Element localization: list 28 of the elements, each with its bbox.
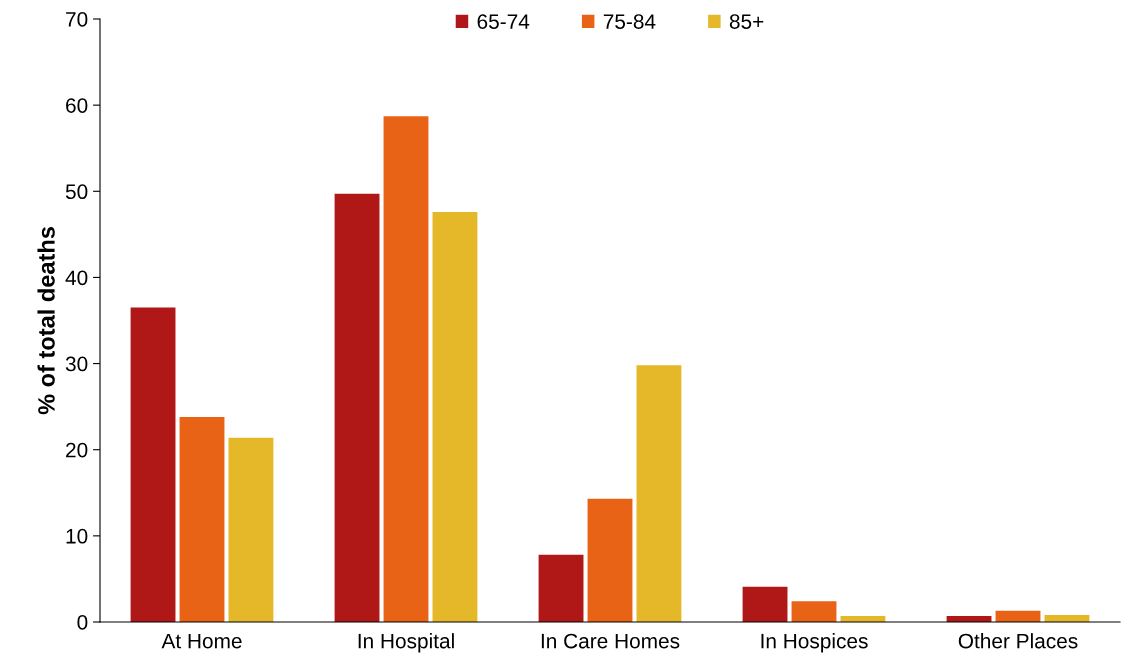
bar xyxy=(130,307,176,622)
x-tick-label: In Hospices xyxy=(761,633,868,653)
bar xyxy=(791,601,837,622)
bar xyxy=(334,193,380,622)
bar xyxy=(432,211,478,622)
y-tick-label: 0 xyxy=(77,615,88,630)
legend-label: 85+ xyxy=(729,14,764,29)
bar xyxy=(383,116,429,622)
y-tick-label: 20 xyxy=(66,442,88,458)
x-tick-label: In Care Homes xyxy=(541,633,680,649)
bar xyxy=(179,416,225,622)
y-tick-label: 60 xyxy=(66,98,88,113)
y-tick-label: 70 xyxy=(66,12,88,27)
y-axis-title: % of total deaths xyxy=(37,227,55,415)
bar xyxy=(636,365,682,622)
legend-label: 75-84 xyxy=(603,14,656,29)
x-tick-label: In Hospital xyxy=(358,633,454,653)
y-tick-label: 30 xyxy=(65,356,88,372)
bar xyxy=(742,586,788,622)
legend-label: 65-74 xyxy=(477,14,530,29)
y-tick-label: 40 xyxy=(65,270,88,286)
bar xyxy=(538,554,584,622)
bar xyxy=(587,498,633,622)
x-tick-label: At Home xyxy=(161,633,242,649)
bar xyxy=(228,437,274,622)
x-tick-label: Other Places xyxy=(958,633,1078,649)
y-tick-label: 10 xyxy=(66,528,88,544)
y-tick-label: 50 xyxy=(65,184,88,200)
